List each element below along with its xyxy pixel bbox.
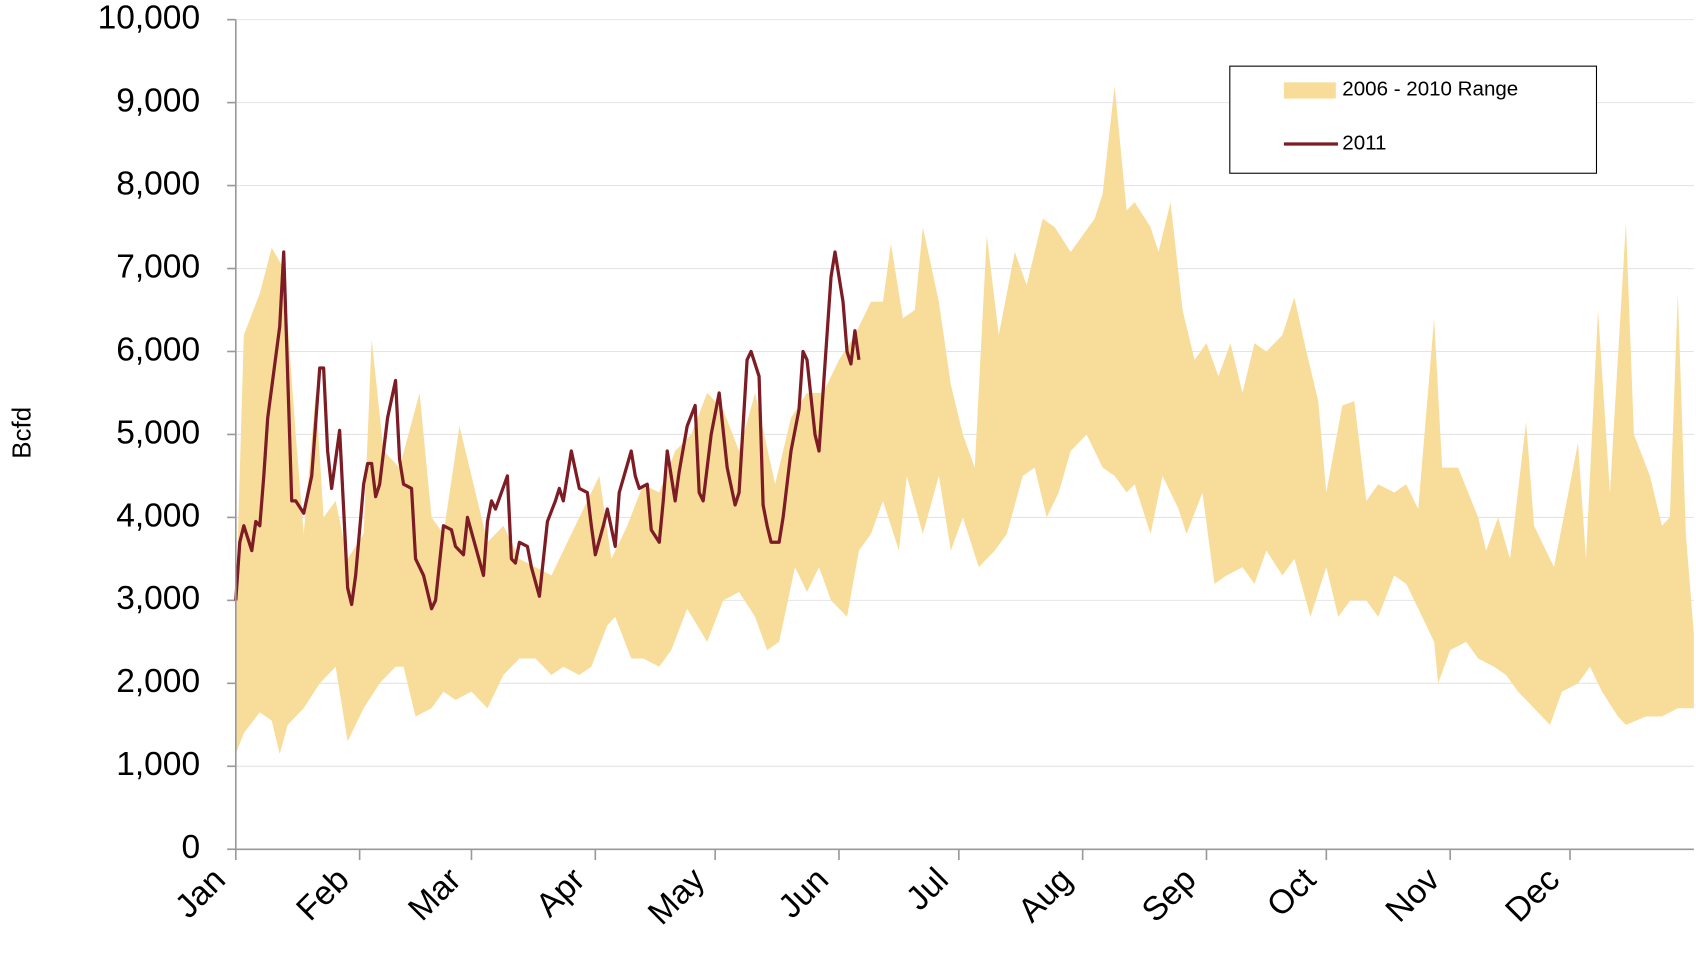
legend-label: 2006 - 2010 Range bbox=[1342, 77, 1518, 100]
x-tick-label: Nov bbox=[1379, 861, 1447, 929]
y-tick-label: 6,000 bbox=[116, 331, 200, 368]
x-tick-label: Aug bbox=[1011, 861, 1079, 929]
x-tick-label: Jul bbox=[899, 861, 955, 917]
x-tick-label: Dec bbox=[1499, 861, 1567, 929]
x-tick-label: Jan bbox=[168, 861, 232, 925]
y-tick-label: 4,000 bbox=[116, 497, 200, 534]
legend-label: 2011 bbox=[1342, 131, 1386, 154]
x-tick-label: Jun bbox=[772, 861, 836, 925]
x-tick-label: Oct bbox=[1260, 861, 1324, 925]
x-tick-label: Sep bbox=[1135, 861, 1203, 929]
range-area bbox=[235, 86, 1694, 754]
y-tick-label: 2,000 bbox=[116, 663, 200, 700]
y-tick-label: 1,000 bbox=[116, 746, 200, 783]
y-tick-label: 5,000 bbox=[116, 414, 200, 451]
x-tick-label: Apr bbox=[529, 861, 592, 924]
y-tick-label: 0 bbox=[181, 829, 200, 866]
y-tick-label: 7,000 bbox=[116, 248, 200, 285]
legend-swatch bbox=[1283, 82, 1336, 99]
x-tick-label: Feb bbox=[290, 861, 357, 928]
x-tick-label: Mar bbox=[401, 861, 468, 928]
y-tick-label: 9,000 bbox=[116, 82, 200, 119]
y-tick-label: 3,000 bbox=[116, 580, 200, 617]
y-tick-label: 10,000 bbox=[98, 0, 201, 37]
y-axis-label: Bcfd bbox=[8, 407, 36, 459]
line-2011 bbox=[234, 250, 861, 611]
y-tick-label: 8,000 bbox=[116, 165, 200, 202]
legend: 2006 - 2010 Range 2011 bbox=[1229, 65, 1598, 174]
x-tick-label: May bbox=[641, 861, 712, 932]
